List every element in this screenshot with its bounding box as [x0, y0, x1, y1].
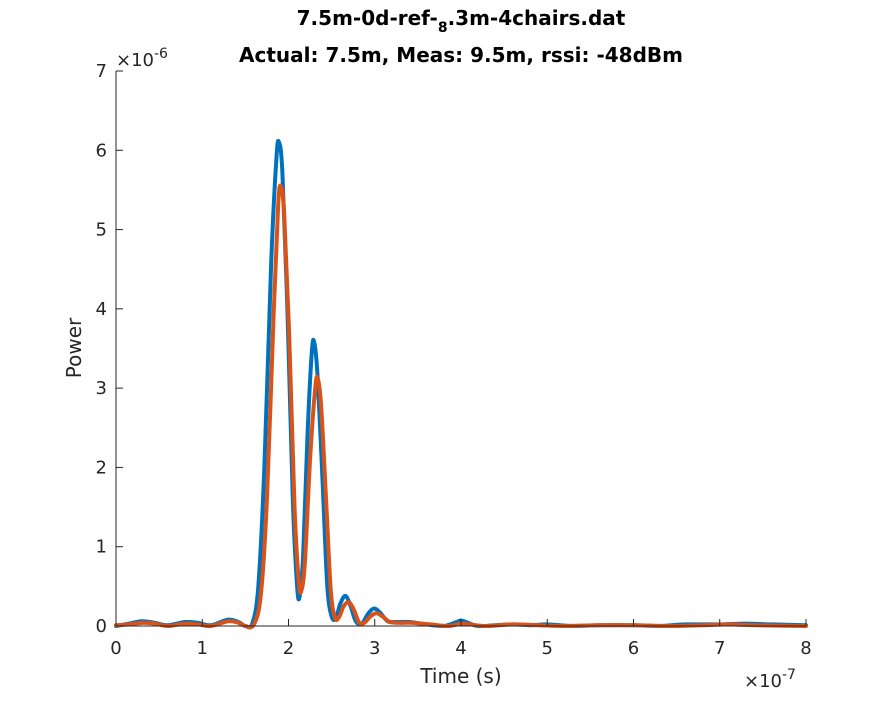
y-tick-label: 4 — [96, 299, 107, 320]
x-tick-label: 8 — [800, 638, 811, 659]
x-tick-label: 5 — [542, 638, 553, 659]
x-ticks: 0 1 2 3 4 5 6 7 8 — [110, 619, 812, 659]
chart-subtitle: Actual: 7.5m, Meas: 9.5m, rssi: -48dBm — [239, 43, 683, 67]
y-exponent-label: ×10-6 — [116, 46, 168, 71]
x-tick-label: 7 — [714, 638, 725, 659]
y-exponent-power: -6 — [154, 46, 168, 62]
x-tick-label: 4 — [455, 638, 466, 659]
plot-background — [116, 71, 806, 626]
x-tick-label: 0 — [110, 638, 121, 659]
y-exponent-base: ×10 — [116, 50, 154, 71]
x-exponent-power: -7 — [782, 667, 796, 683]
x-tick-label: 2 — [283, 638, 294, 659]
y-ticks: 0 1 2 3 4 5 6 7 — [96, 61, 123, 637]
y-tick-label: 0 — [96, 616, 107, 637]
x-tick-label: 3 — [369, 638, 380, 659]
chart-title-part-2: .3m-4chairs.dat — [448, 6, 626, 30]
chart-title: 7.5m-0d-ref-8.3m-4chairs.dat — [297, 6, 626, 36]
x-exponent-base: ×10 — [744, 671, 782, 692]
y-tick-label: 7 — [96, 61, 107, 82]
x-tick-label: 1 — [197, 638, 208, 659]
chart-title-part-1: 7.5m-0d-ref- — [297, 6, 438, 30]
y-tick-label: 1 — [96, 537, 107, 558]
x-exponent-label: ×10-7 — [744, 667, 796, 692]
x-axis-label: Time (s) — [419, 664, 501, 688]
y-tick-label: 6 — [96, 140, 107, 161]
chart-title-subscript: 8 — [438, 20, 448, 36]
y-axis-label: Power — [62, 317, 86, 378]
x-tick-label: 6 — [628, 638, 639, 659]
y-tick-label: 3 — [96, 378, 107, 399]
y-tick-label: 5 — [96, 220, 107, 241]
y-tick-label: 2 — [96, 457, 107, 478]
